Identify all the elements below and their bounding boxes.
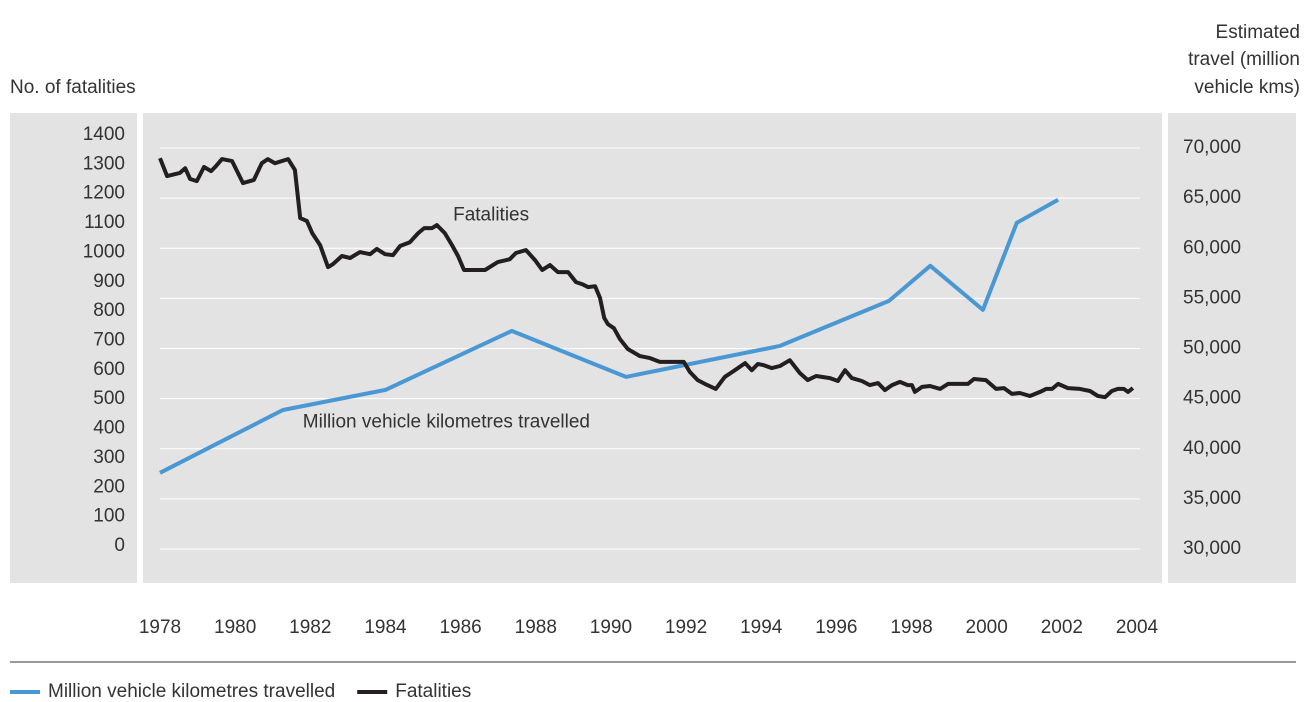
x-tick-label: 2004 (1116, 617, 1159, 638)
data-line (159, 198, 1060, 475)
y-tick-label: 800 (93, 300, 125, 321)
left-axis-panel (10, 113, 137, 583)
x-tick-label: 1990 (590, 617, 632, 638)
data-line (158, 157, 1135, 400)
y-tick-label: 1200 (83, 183, 125, 204)
annotation: Fatalities (453, 205, 529, 226)
y-tick-label: 100 (93, 506, 125, 527)
right-axis-panel (1168, 113, 1296, 583)
legend-label: Fatalities (395, 681, 471, 702)
y-tick-label: 500 (93, 388, 125, 409)
y2-axis-label: travel (million (1188, 49, 1300, 70)
x-tick-label: 1984 (364, 617, 407, 638)
y-tick-label: 400 (93, 418, 125, 439)
y-tick-label: 200 (93, 476, 125, 497)
y2-tick-label: 70,000 (1183, 137, 1241, 158)
legend-label: Million vehicle kilometres travelled (48, 681, 335, 702)
x-tick-label: 1988 (515, 617, 557, 638)
y2-axis-label: vehicle kms) (1194, 77, 1300, 98)
y-tick-label: 300 (93, 447, 125, 468)
x-tick-label: 1982 (289, 617, 331, 638)
x-tick-label: 1994 (740, 617, 783, 638)
y-tick-label: 0 (114, 535, 125, 556)
y-tick-label: 700 (93, 330, 125, 351)
y-axis-label: No. of fatalities (10, 77, 136, 98)
y2-tick-label: 40,000 (1183, 438, 1241, 459)
x-tick-label: 1986 (439, 617, 481, 638)
y2-axis-label: Estimated (1216, 22, 1300, 43)
y-tick-label: 1400 (83, 124, 125, 145)
x-tick-label: 1996 (815, 617, 857, 638)
y-tick-label: 600 (93, 359, 125, 380)
y-tick-label: 1000 (83, 241, 125, 262)
x-tick-label: 1998 (890, 617, 932, 638)
x-tick-label: 2002 (1041, 617, 1083, 638)
y2-tick-label: 60,000 (1183, 237, 1241, 258)
y-tick-label: 1300 (83, 153, 125, 174)
x-tick-label: 1978 (139, 617, 181, 638)
y2-tick-label: 55,000 (1183, 287, 1241, 308)
y2-tick-label: 50,000 (1183, 338, 1241, 359)
y2-tick-label: 35,000 (1183, 488, 1241, 509)
y2-tick-label: 65,000 (1183, 187, 1241, 208)
annotation: Million vehicle kilometres travelled (303, 412, 590, 433)
y2-tick-label: 45,000 (1183, 388, 1241, 409)
y-tick-label: 1100 (84, 212, 125, 233)
x-tick-label: 1992 (665, 617, 707, 638)
y2-tick-label: 30,000 (1183, 538, 1241, 559)
x-tick-label: 1980 (214, 617, 256, 638)
x-tick-label: 2000 (966, 617, 1008, 638)
y-tick-label: 900 (93, 271, 125, 292)
